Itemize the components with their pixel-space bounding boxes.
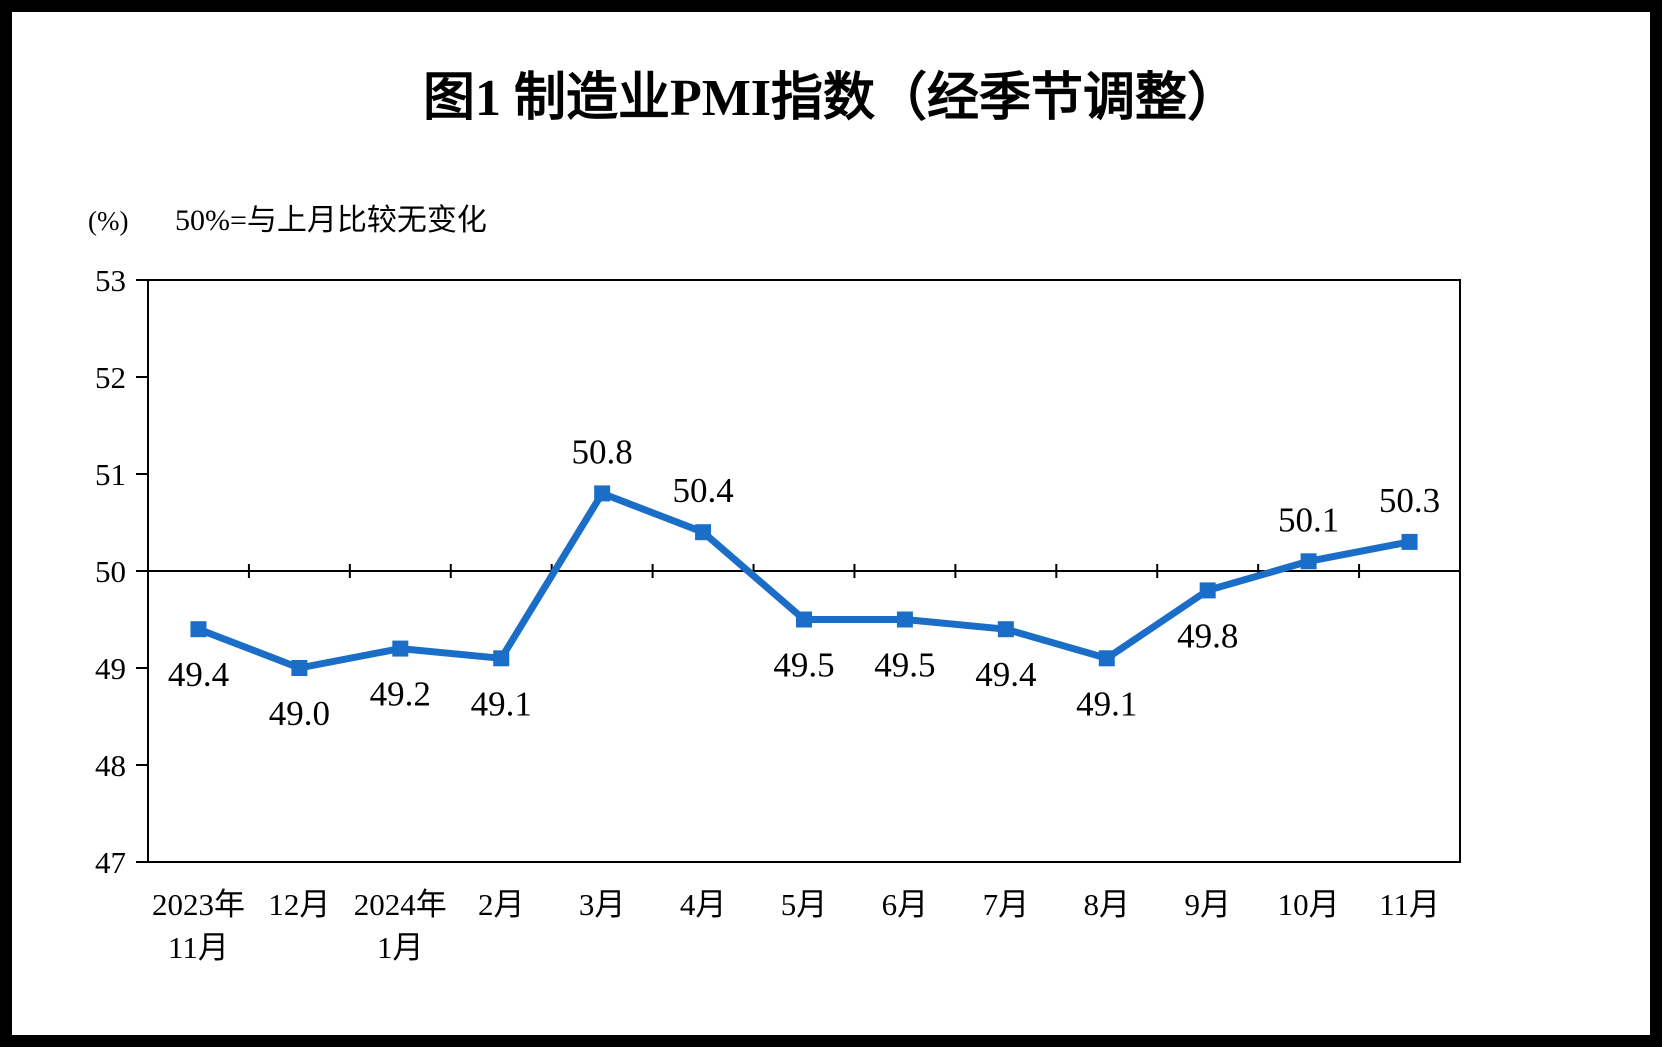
data-point-label: 49.8 xyxy=(1177,616,1238,655)
data-point-marker xyxy=(190,621,207,638)
y-tick-label: 53 xyxy=(95,263,126,298)
x-tick-label: 2024年 1月 xyxy=(354,887,447,965)
x-tick-label: 7月 xyxy=(983,887,1030,922)
chart-title: 图1 制造业PMI指数（经季节调整） xyxy=(423,69,1239,127)
x-tick-label: 2月 xyxy=(478,887,525,922)
data-point-marker xyxy=(695,524,712,541)
data-point-label: 49.5 xyxy=(874,646,935,685)
x-tick-label: 10月 xyxy=(1278,887,1340,922)
data-point-marker xyxy=(291,660,308,676)
data-point-label: 50.8 xyxy=(572,432,633,471)
data-point-label: 49.2 xyxy=(370,675,431,714)
data-point-marker xyxy=(1199,582,1216,599)
data-point-marker xyxy=(493,650,510,667)
x-tick-label: 11月 xyxy=(1379,887,1440,922)
y-tick-label: 50 xyxy=(95,554,126,589)
x-tick-label: 12月 xyxy=(268,887,330,922)
data-point-marker xyxy=(1098,650,1115,667)
data-point-label: 49.4 xyxy=(975,655,1036,694)
x-tick-label: 8月 xyxy=(1084,887,1131,922)
data-point-marker xyxy=(1401,533,1418,550)
data-point-label: 49.1 xyxy=(471,684,532,723)
data-point-label: 49.5 xyxy=(773,646,834,685)
data-point-marker xyxy=(997,621,1014,638)
y-tick-label: 51 xyxy=(95,457,126,492)
x-tick-label: 5月 xyxy=(781,887,828,922)
pmi-line-chart: 图1 制造业PMI指数（经季节调整） (%) 50%=与上月比较无变化 47 48… xyxy=(88,69,1461,965)
data-point-marker xyxy=(594,485,611,502)
y-tick-label: 49 xyxy=(95,651,126,686)
y-tick-label: 47 xyxy=(95,845,126,880)
x-tick-label: 4月 xyxy=(680,887,727,922)
x-tick-label: 6月 xyxy=(882,887,929,922)
data-point-marker xyxy=(1300,553,1317,570)
data-point-label: 49.4 xyxy=(168,655,229,694)
y-axis-unit-label: (%) xyxy=(88,206,128,236)
data-point-label: 50.4 xyxy=(672,471,733,510)
data-point-label: 50.3 xyxy=(1379,481,1440,520)
data-point-marker xyxy=(796,611,812,628)
x-tick-label: 9月 xyxy=(1184,887,1231,922)
x-tick-label: 3月 xyxy=(579,887,626,922)
data-point-label: 49.1 xyxy=(1076,684,1137,723)
data-point-label: 49.0 xyxy=(269,694,330,733)
y-tick-label: 52 xyxy=(95,360,126,395)
data-point-label: 50.1 xyxy=(1278,500,1339,539)
data-point-marker xyxy=(896,611,913,628)
plot-area: 47 48 49 50 51 52 53 2023年 11月 12月 2024年 1月 2月 3月 4月 5月… xyxy=(95,263,1461,965)
x-tick-label: 2023年 11月 xyxy=(152,887,245,965)
y-tick-label: 48 xyxy=(95,748,126,783)
data-point-marker xyxy=(392,640,409,657)
reference-note: 50%=与上月比较无变化 xyxy=(175,204,487,237)
